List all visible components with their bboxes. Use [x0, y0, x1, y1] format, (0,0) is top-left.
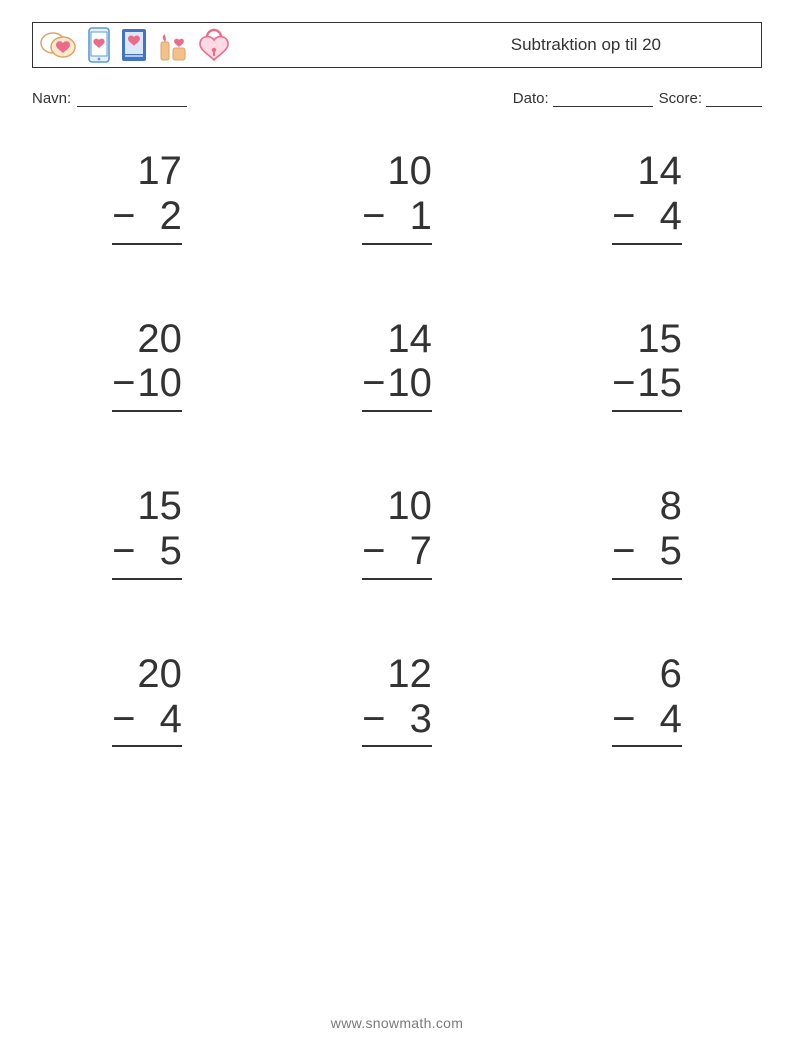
footer-text: www.snowmath.com — [0, 1015, 794, 1031]
operator: − — [612, 529, 635, 574]
answer-rule — [362, 410, 432, 412]
answer-rule — [362, 745, 432, 747]
minuend: 8 — [637, 484, 681, 529]
operator: − — [362, 529, 385, 574]
answer-rule — [612, 410, 682, 412]
subtrahend: 5 — [137, 529, 182, 574]
answer-rule — [612, 578, 682, 580]
problem: 8−5 — [542, 484, 752, 580]
subtrahend-row: − 4 — [612, 194, 682, 239]
answer-rule — [362, 243, 432, 245]
subtrahend: 1 — [387, 194, 432, 239]
problem: 6−4 — [542, 652, 752, 748]
minuend: 10 — [387, 149, 432, 194]
subtrahend: 10 — [387, 361, 432, 406]
minuend: 15 — [137, 484, 182, 529]
minuend: 20 — [137, 652, 182, 697]
subtrahend-row: −10 — [112, 361, 182, 406]
problem: 20−10 — [42, 317, 252, 413]
minuend: 14 — [387, 317, 432, 362]
score-blank[interactable] — [706, 90, 762, 107]
chat-heart-icon — [39, 27, 79, 63]
date-label: Dato: — [513, 90, 549, 107]
subtrahend-row: −10 — [362, 361, 432, 406]
operator: − — [362, 194, 385, 239]
header-bar: Subtraktion op til 20 — [32, 22, 762, 68]
minuend: 17 — [137, 149, 182, 194]
problem: 10− 7 — [292, 484, 502, 580]
meta-row: Navn: Dato: Score: — [32, 90, 762, 107]
header-icon-row — [39, 26, 229, 64]
problem: 14− 4 — [542, 149, 752, 245]
phone-heart-icon — [87, 26, 111, 64]
answer-rule — [612, 745, 682, 747]
subtrahend: 2 — [137, 194, 182, 239]
operator: − — [612, 361, 635, 406]
answer-rule — [112, 578, 182, 580]
operator: − — [362, 361, 385, 406]
minuend: 20 — [137, 317, 182, 362]
minuend: 12 — [387, 652, 432, 697]
problem: 20− 4 — [42, 652, 252, 748]
operator: − — [362, 697, 385, 742]
subtrahend: 10 — [137, 361, 182, 406]
subtrahend: 4 — [637, 697, 681, 742]
answer-rule — [612, 243, 682, 245]
lock-heart-icon — [199, 26, 229, 64]
operator: − — [112, 697, 135, 742]
answer-rule — [112, 410, 182, 412]
operator: − — [112, 194, 135, 239]
answer-rule — [362, 578, 432, 580]
operator: − — [112, 529, 135, 574]
subtrahend-row: − 2 — [112, 194, 182, 239]
worksheet-title: Subtraktion op til 20 — [511, 35, 751, 55]
subtrahend: 5 — [637, 529, 681, 574]
subtrahend: 4 — [637, 194, 682, 239]
operator: − — [112, 361, 135, 406]
minuend: 10 — [387, 484, 432, 529]
problem: 15−15 — [542, 317, 752, 413]
problem: 14−10 — [292, 317, 502, 413]
score-label: Score: — [659, 90, 702, 107]
subtrahend: 3 — [387, 697, 432, 742]
problem: 12− 3 — [292, 652, 502, 748]
book-heart-icon — [119, 26, 149, 64]
minuend: 6 — [637, 652, 681, 697]
name-label: Navn: — [32, 90, 71, 107]
problems-grid: 17− 210− 114− 420−1014−1015−1515− 510− 7… — [32, 149, 762, 747]
subtrahend-row: − 1 — [362, 194, 432, 239]
date-blank[interactable] — [553, 90, 653, 107]
subtrahend-row: −5 — [612, 529, 682, 574]
operator: − — [612, 194, 635, 239]
subtrahend-row: −4 — [612, 697, 682, 742]
subtrahend: 15 — [637, 361, 682, 406]
minuend: 15 — [637, 317, 682, 362]
operator: − — [612, 697, 635, 742]
subtrahend: 7 — [387, 529, 432, 574]
problem: 17− 2 — [42, 149, 252, 245]
subtrahend-row: − 3 — [362, 697, 432, 742]
subtrahend: 4 — [137, 697, 182, 742]
subtrahend-row: − 5 — [112, 529, 182, 574]
subtrahend-row: − 4 — [112, 697, 182, 742]
answer-rule — [112, 745, 182, 747]
answer-rule — [112, 243, 182, 245]
subtrahend-row: − 7 — [362, 529, 432, 574]
candle-heart-icon — [157, 26, 191, 64]
name-blank[interactable] — [77, 90, 187, 107]
problem: 10− 1 — [292, 149, 502, 245]
minuend: 14 — [637, 149, 682, 194]
subtrahend-row: −15 — [612, 361, 682, 406]
problem: 15− 5 — [42, 484, 252, 580]
